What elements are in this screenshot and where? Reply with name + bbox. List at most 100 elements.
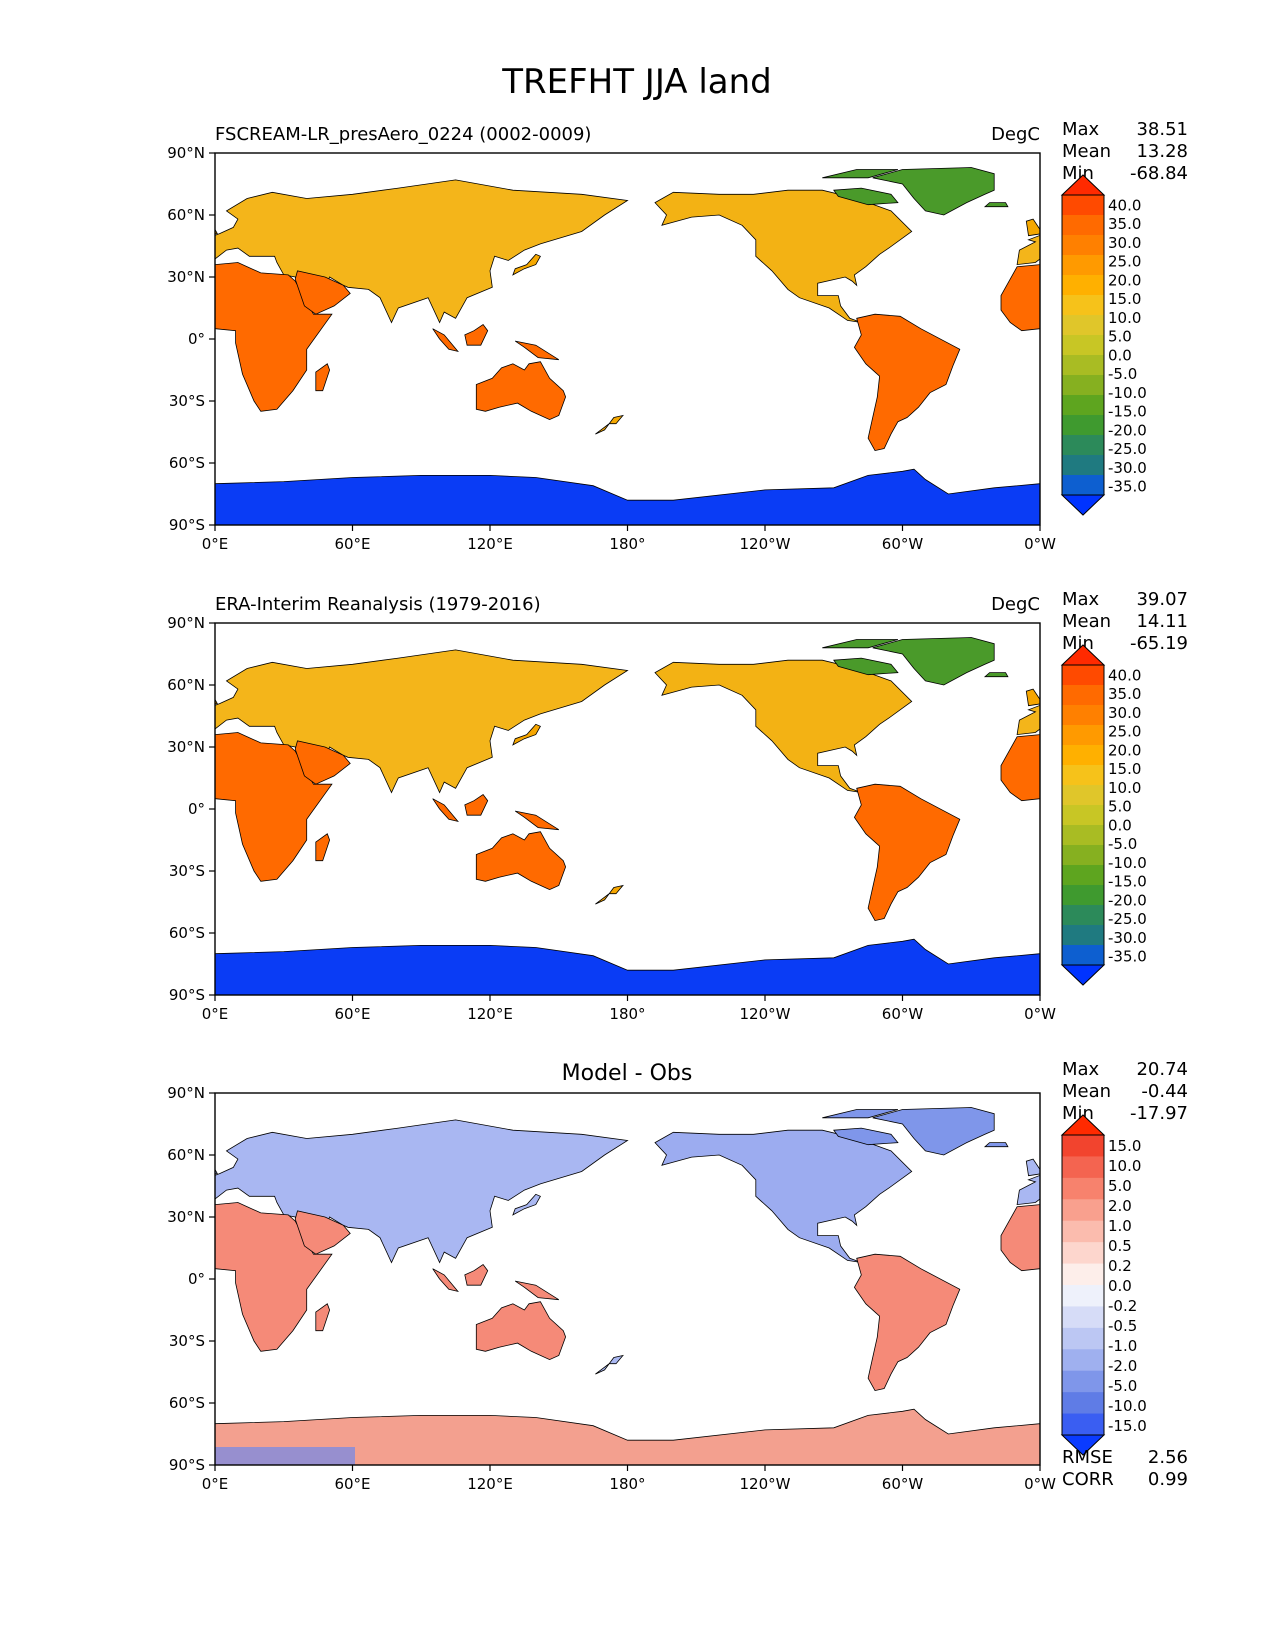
colorbar-segment	[1062, 885, 1104, 906]
land-antarctica	[215, 938, 1040, 995]
lon-tick-label: 0°E	[202, 1475, 229, 1493]
colorbar-label: 5.0	[1108, 1177, 1132, 1195]
lon-tick-label: 60°W	[882, 1475, 924, 1493]
map-area	[214, 1092, 1041, 1466]
stats-block: Max 39.07 Mean 14.11 Min -65.19	[1062, 589, 1188, 654]
lon-tick-label: 60°E	[334, 1005, 370, 1023]
lat-tick-label: 90°S	[169, 516, 205, 534]
colorbar-segment	[1062, 1263, 1104, 1286]
colorbar-segment	[1062, 1135, 1104, 1157]
land-iceland	[983, 202, 1009, 208]
land-nz	[595, 884, 624, 905]
colorbar-label: -25.0	[1108, 910, 1147, 928]
map-layer	[215, 153, 1040, 525]
colorbar-segment	[1062, 865, 1104, 886]
land-iceland	[983, 1142, 1009, 1148]
colorbar-label: -5.0	[1108, 835, 1137, 853]
panel-left-title: ERA-Interim Reanalysis (1979-2016)	[215, 594, 541, 615]
land-nz	[595, 414, 624, 435]
colorbar-segment	[1062, 355, 1104, 376]
stat-label: Mean	[1062, 141, 1111, 162]
colorbar-segment	[1062, 905, 1104, 926]
land-arabia	[294, 740, 351, 785]
land-baffin	[833, 657, 899, 676]
colorbar-segment	[1062, 1285, 1104, 1307]
footer-stats: RMSE 2.56 CORR 0.99	[1062, 1447, 1188, 1490]
colorbar-segment	[1062, 1327, 1104, 1350]
colorbar-segment	[1062, 845, 1104, 866]
colorbar-segment	[1062, 1392, 1104, 1415]
colorbar-segment	[1062, 415, 1104, 436]
lat-tick-label: 60°S	[169, 924, 205, 942]
stat-label: Mean	[1062, 611, 1111, 632]
land-africa	[1000, 264, 1040, 332]
colorbar-label: -10.0	[1108, 854, 1147, 872]
colorbar-segment	[1062, 195, 1104, 216]
colorbar-extend-min	[1060, 964, 1106, 986]
lat-tick-label: 30°S	[169, 1332, 205, 1350]
lon-tick-label: 180°	[609, 1005, 645, 1023]
colorbar-label: 0.0	[1108, 816, 1132, 834]
colorbar-segment	[1062, 945, 1104, 966]
map-area	[214, 152, 1041, 526]
lon-tick-label: 60°W	[882, 535, 924, 553]
lat-tick-label: 30°S	[169, 862, 205, 880]
colorbar-segment	[1062, 435, 1104, 456]
map-area	[214, 622, 1041, 996]
land-borneo	[464, 323, 489, 346]
panel-obs: ERA-Interim Reanalysis (1979-2016) DegC …	[167, 589, 1188, 1023]
land-southAmerica	[853, 313, 961, 452]
footer-stat-value: 0.99	[1148, 1469, 1188, 1490]
colorbar-segment	[1062, 255, 1104, 276]
stat-label: Max	[1062, 1059, 1100, 1080]
colorbar-segment	[1062, 665, 1104, 686]
colorbar-segment	[1062, 315, 1104, 336]
colorbar-segment	[1062, 805, 1104, 826]
colorbar-frame	[1061, 194, 1105, 496]
panel-diff: Model - Obs Max 20.74 Mean -0.44 Min -17…	[167, 1059, 1188, 1493]
colorbar-segment	[1062, 1349, 1104, 1372]
colorbar-label: 40.0	[1108, 196, 1141, 214]
land-uk	[1025, 1158, 1040, 1177]
lon-tick-label: 60°E	[334, 535, 370, 553]
land-greenland	[872, 167, 995, 216]
colorbar-segment	[1062, 1177, 1104, 1200]
land-ellesmere	[822, 169, 899, 179]
colorbar-label: 2.0	[1108, 1197, 1132, 1215]
colorbar-label: 1.0	[1108, 1217, 1132, 1235]
colorbar-label: 5.0	[1108, 328, 1132, 346]
footer-stat-value: 2.56	[1148, 1447, 1188, 1468]
lon-tick-label: 0°E	[202, 535, 229, 553]
land-antarctica	[215, 468, 1040, 525]
land-nz	[595, 1354, 624, 1375]
land-greenland	[872, 1107, 995, 1156]
colorbar-frame	[1061, 1134, 1105, 1436]
lon-tick-label: 120°W	[740, 535, 791, 553]
colorbar-segment	[1062, 375, 1104, 396]
lat-tick-label: 60°N	[167, 206, 205, 224]
land-japan	[512, 1193, 541, 1216]
land-baffin	[833, 187, 899, 206]
colorbar-segment	[1062, 1242, 1104, 1265]
stat-value: 38.51	[1136, 119, 1188, 140]
colorbar-label: 0.0	[1108, 346, 1132, 364]
panel-left-title: FSCREAM-LR_presAero_0224 (0002-0009)	[215, 124, 591, 145]
colorbar-label: -5.0	[1108, 365, 1137, 383]
lon-tick-label: 120°W	[740, 1475, 791, 1493]
footer-stat-label: CORR	[1062, 1469, 1114, 1490]
colorbar-label: -20.0	[1108, 421, 1147, 439]
lat-tick-label: 90°N	[167, 614, 205, 632]
lon-tick-label: 120°E	[467, 1005, 513, 1023]
land-southAmerica	[853, 1253, 961, 1392]
colorbar-label: -30.0	[1108, 929, 1147, 947]
lat-tick-label: 60°S	[169, 454, 205, 472]
colorbar-label: 40.0	[1108, 666, 1141, 684]
colorbar-segment	[1062, 685, 1104, 706]
colorbar-label: 25.0	[1108, 723, 1141, 741]
colorbar-segment	[1062, 925, 1104, 946]
land-iceland	[983, 672, 1009, 678]
colorbar-frame	[1061, 664, 1105, 966]
colorbar-segment	[1062, 725, 1104, 746]
axis-ticks: 90°N 60°N 30°N 0° 30°S 60°S 90°S0°E 60°E 120°E 18…	[167, 1084, 1056, 1493]
lat-tick-label: 90°S	[169, 1456, 205, 1474]
